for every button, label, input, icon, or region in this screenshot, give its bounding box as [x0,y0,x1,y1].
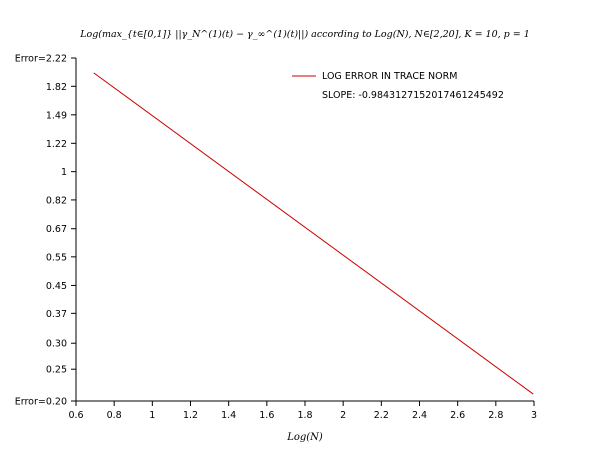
x-tick-label: 1.4 [221,410,236,421]
x-tick-label: 2.6 [450,410,465,421]
y-tick-label: 1.82 [46,82,67,93]
x-tick-label: 2.8 [488,410,503,421]
y-tick-label: 0.30 [46,339,67,350]
y-tick-label: 1.49 [46,110,67,121]
chart-title: Log(max_{t∈[0,1]} ||γ_N^(1)(t) − γ_∞^(1)… [79,29,530,40]
x-tick-label: 1.2 [183,410,198,421]
y-tick-label: 0.55 [46,252,67,263]
y-tick-label: 0.45 [46,281,67,292]
y-ticks: Error=0.20 0.25 0.30 0.37 0.45 0.55 0.67 0.82 1 1… [15,54,76,408]
y-tick-label: 0.25 [46,365,67,376]
y-tick-label: 0.67 [46,224,67,235]
legend: LOG ERROR IN TRACE NORM SLOPE: -0.984312… [292,71,504,101]
x-ticks: 0.6 0.8 1 1.2 1.4 1.6 1.8 2 2.2 2.4 2.6 2.8 3 [68,401,537,421]
x-tick-label: 0.8 [107,410,122,421]
x-tick-label: 3 [531,410,537,421]
y-tick-label: 0.37 [46,309,67,320]
x-tick-label: 1.8 [297,410,312,421]
y-tick-label: 1 [61,167,67,178]
x-axis-label: Log(N) [286,432,323,443]
x-tick-label: 2.4 [412,410,427,421]
y-tick-label: 1.22 [46,139,67,150]
series-line-0 [93,72,534,395]
legend-slope: SLOPE: -0.98431271520174612454​92 [322,90,504,101]
y-tick-label: 0.82 [46,195,67,206]
x-tick-label: 0.6 [68,410,83,421]
y-tick-label: Error=0.20 [15,397,67,408]
y-tick-label: Error=2.22 [15,54,67,65]
series-layer [93,72,534,395]
x-tick-label: 1 [149,410,155,421]
x-tick-label: 2.2 [374,410,389,421]
x-tick-label: 1.6 [259,410,274,421]
legend-entry: LOG ERROR IN TRACE NORM [322,71,457,82]
x-tick-label: 2 [340,410,346,421]
